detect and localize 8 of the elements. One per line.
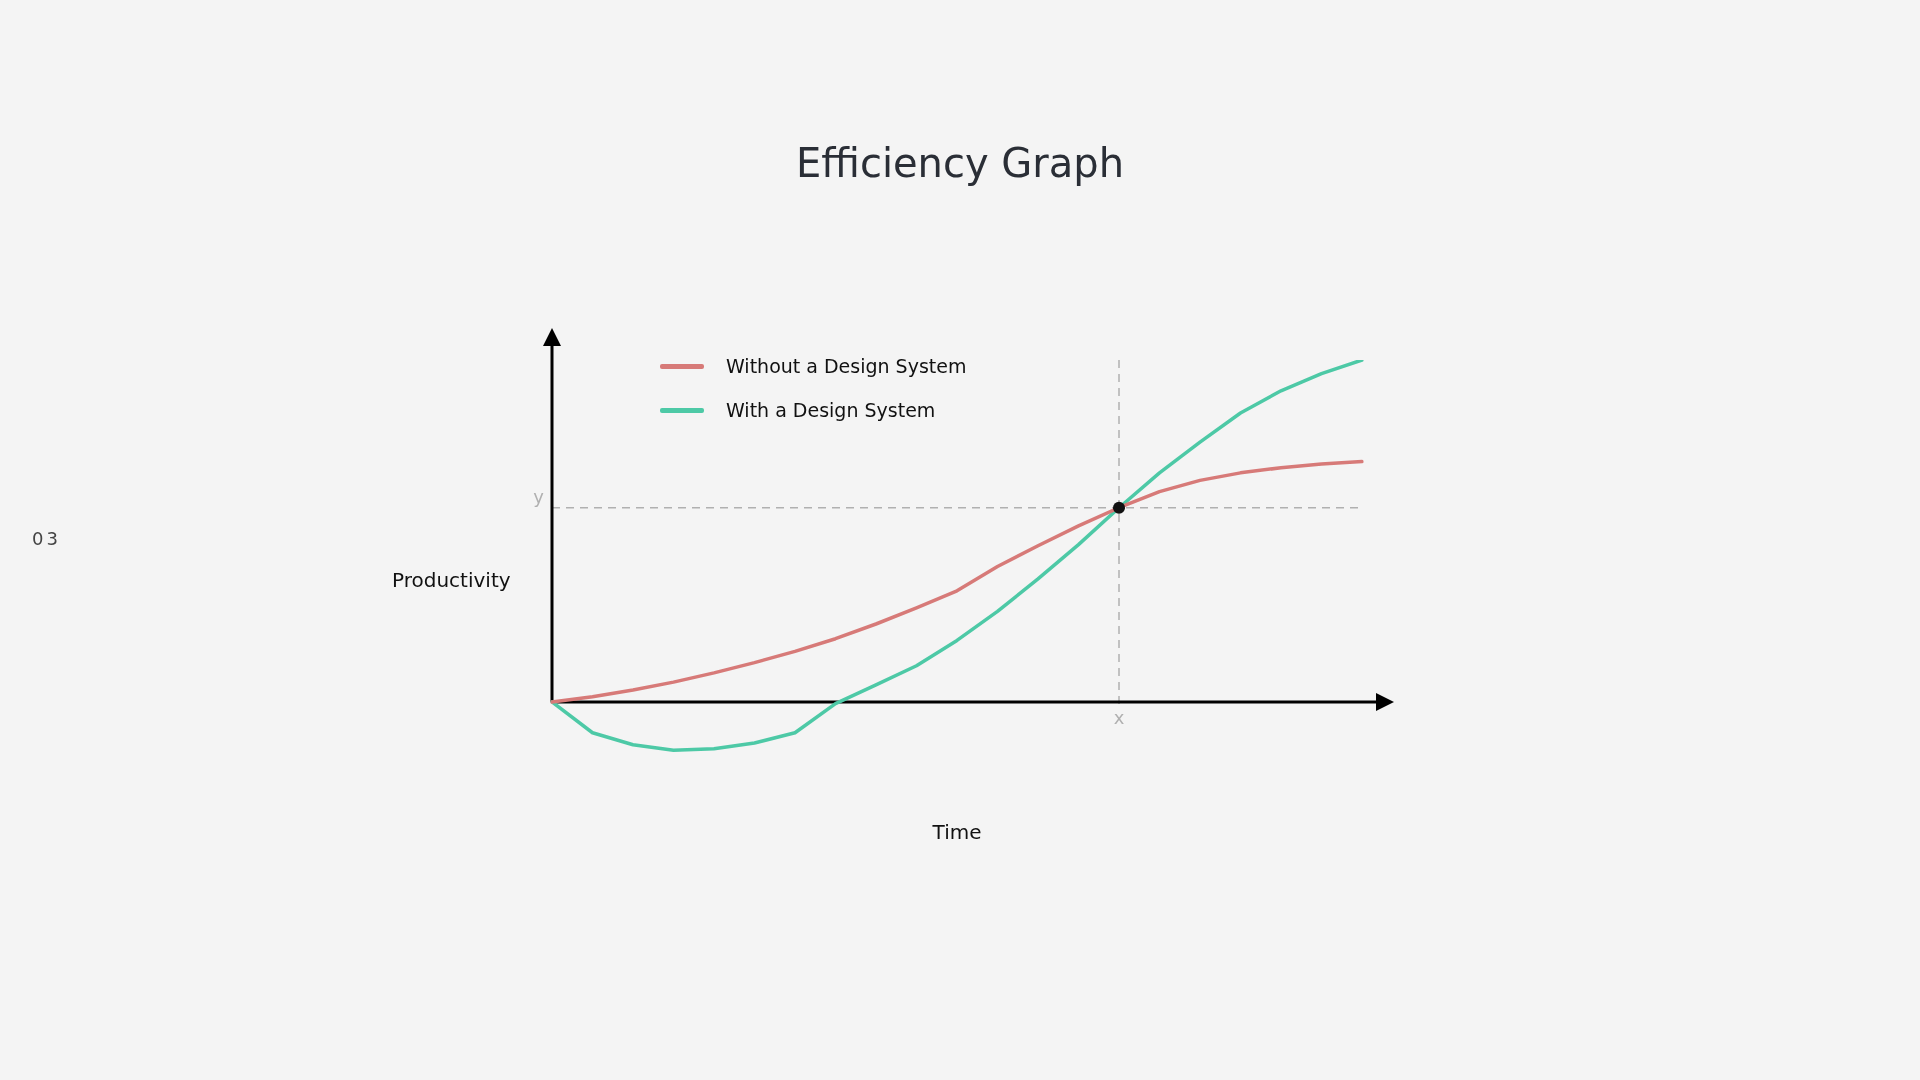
ref-line-label: y	[533, 486, 545, 508]
annotation: x	[1113, 706, 1125, 728]
text: 03	[32, 528, 61, 549]
legend-label: With a Design System	[726, 399, 936, 421]
y-axis-title: Productivity	[392, 568, 511, 592]
chart-title: Efficiency Graph	[794, 140, 1126, 186]
x-axis-title: Time	[931, 820, 982, 845]
legend-label: Without a Design System	[726, 355, 967, 377]
